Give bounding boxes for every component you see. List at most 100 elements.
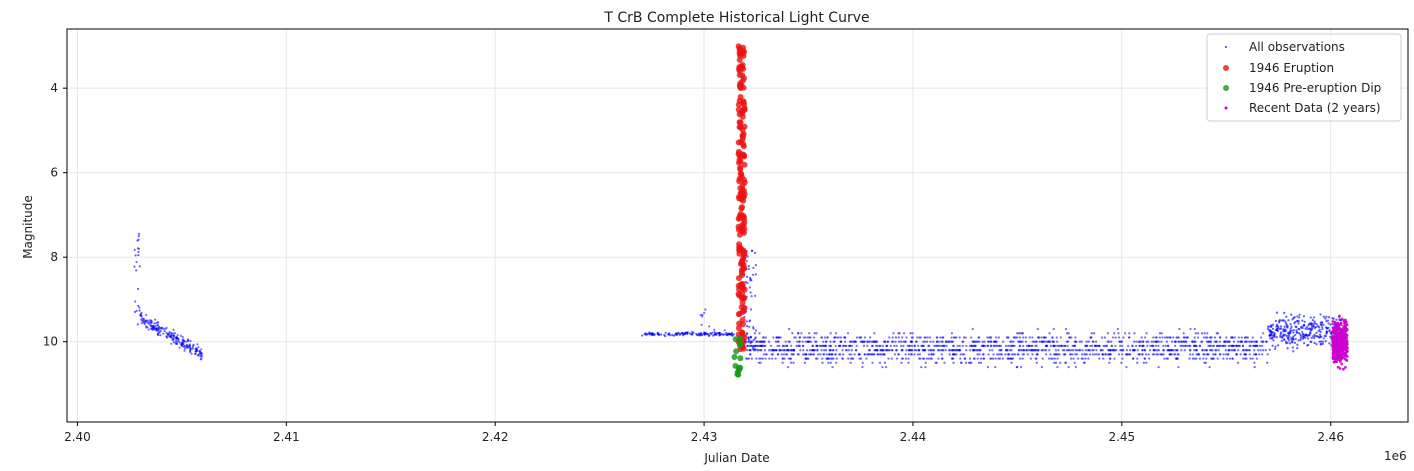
observation-point [1248, 349, 1251, 352]
eruption-point [737, 119, 744, 126]
observation-point [1166, 357, 1169, 360]
observation-point [1106, 332, 1110, 335]
observation-point [1080, 353, 1084, 356]
observation-point [956, 344, 959, 348]
observation-point [827, 361, 830, 364]
observation-point [1243, 340, 1247, 343]
observation-point [1282, 338, 1286, 341]
observation-point [853, 340, 856, 343]
observation-point [1292, 350, 1295, 353]
observation-point [1262, 349, 1265, 352]
observation-point [1001, 357, 1005, 360]
observation-point [1085, 340, 1088, 343]
observation-point [668, 332, 671, 335]
observation-point [965, 349, 968, 352]
observation-point [774, 357, 777, 360]
observation-point [156, 329, 159, 332]
observation-point [1289, 322, 1292, 326]
observation-point [1193, 340, 1196, 343]
observation-point [1169, 349, 1173, 352]
observation-point [749, 278, 752, 281]
observation-point [1276, 344, 1280, 347]
observation-point [910, 344, 914, 348]
observation-point [847, 349, 851, 352]
observation-point [1136, 349, 1139, 352]
observation-point [900, 361, 903, 364]
observation-point [699, 332, 702, 335]
observation-point [1017, 332, 1021, 335]
observation-point [1215, 349, 1218, 352]
observation-point [980, 344, 983, 348]
recent-data-point [1335, 329, 1338, 332]
observation-point [927, 344, 931, 348]
observation-point [1198, 344, 1202, 348]
eruption-point [736, 46, 743, 52]
observation-point [717, 332, 721, 335]
observation-point [1282, 311, 1286, 315]
observation-point [1228, 340, 1231, 343]
observation-point [952, 361, 955, 364]
observation-point [185, 346, 188, 349]
observation-point [1310, 336, 1313, 340]
observation-point [1296, 343, 1299, 346]
eruption-point [737, 158, 744, 165]
observation-point [198, 349, 201, 353]
observation-point [835, 336, 839, 339]
observation-point [1295, 325, 1298, 329]
observation-point [1087, 340, 1090, 343]
observation-point [1120, 340, 1123, 343]
observation-point [753, 345, 756, 348]
observation-point [998, 349, 1001, 352]
observation-point [1145, 353, 1148, 356]
observation-point [965, 344, 968, 348]
observation-point [1265, 340, 1268, 343]
observation-point [930, 357, 933, 360]
observation-point [824, 344, 827, 348]
observation-point [874, 340, 877, 343]
observation-point [137, 287, 140, 290]
observation-point [1232, 349, 1235, 352]
observation-point [942, 349, 945, 352]
observation-point [1233, 336, 1236, 339]
observation-point [1191, 357, 1195, 360]
observation-point [140, 315, 143, 318]
observation-point [963, 357, 966, 360]
observation-point [199, 355, 202, 358]
observation-point [1024, 340, 1028, 343]
observation-point [199, 358, 202, 361]
observation-point [1301, 330, 1304, 334]
data-points [133, 43, 1349, 378]
observation-point [1188, 349, 1192, 352]
observation-point [977, 336, 980, 339]
observation-point [1269, 330, 1273, 333]
observation-point [1172, 336, 1175, 339]
observation-point [765, 353, 768, 356]
observation-point [677, 331, 680, 334]
observation-point [1271, 327, 1275, 331]
observation-point [839, 336, 842, 339]
y-axis-title: Magnitude [21, 195, 35, 259]
observation-point [1205, 349, 1208, 352]
observation-point [745, 320, 748, 323]
observation-point [897, 353, 900, 356]
observation-point [1114, 336, 1117, 339]
observation-point [751, 249, 754, 252]
observation-point [1241, 344, 1245, 348]
observation-point [183, 349, 186, 352]
observation-point [1014, 336, 1017, 339]
observation-point [795, 344, 798, 348]
observation-point [918, 349, 921, 352]
observation-point [1117, 332, 1120, 335]
observation-point [858, 357, 861, 360]
observation-point [660, 333, 663, 336]
observation-point [1080, 340, 1083, 343]
observation-point [1017, 349, 1021, 352]
observation-point [1251, 336, 1254, 339]
observation-point [988, 349, 991, 352]
observation-point [1056, 353, 1060, 356]
observation-point [997, 353, 1001, 356]
observation-point [994, 357, 997, 360]
observation-point [796, 353, 800, 356]
observation-point [1121, 344, 1124, 348]
observation-point [1312, 325, 1315, 328]
